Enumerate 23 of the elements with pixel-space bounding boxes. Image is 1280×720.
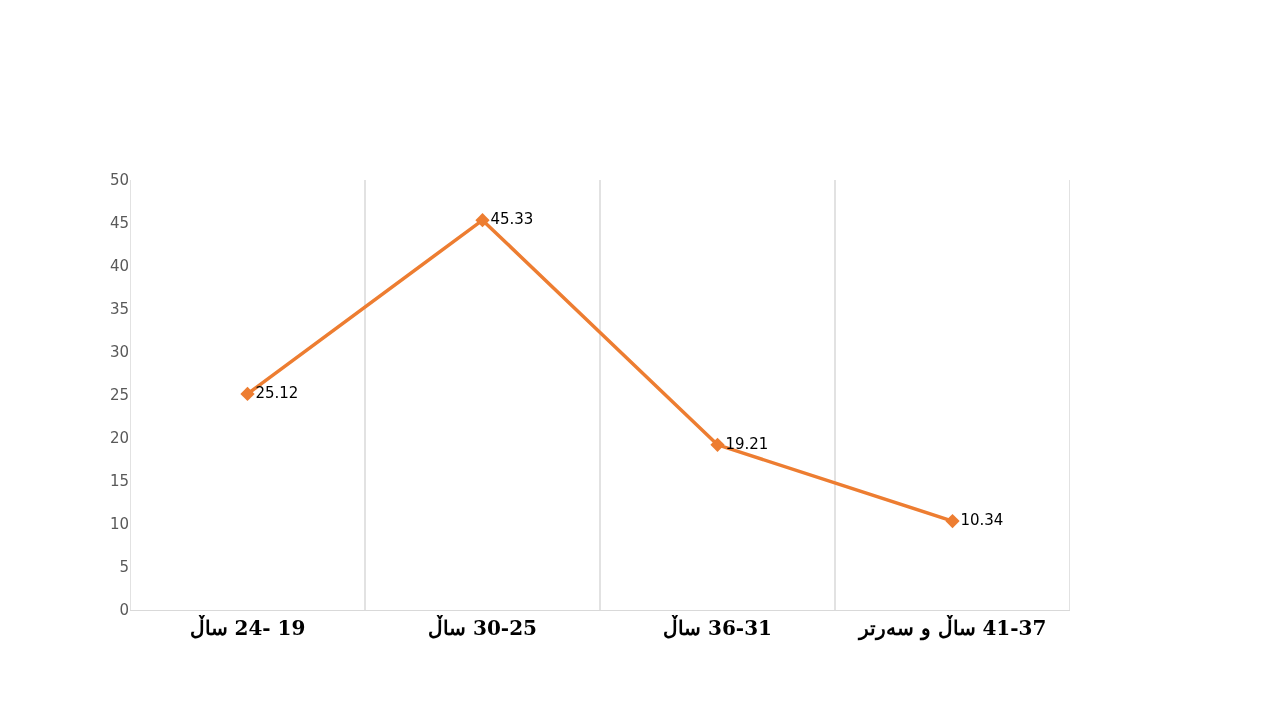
data-label: 45.33 [490, 209, 534, 228]
y-tick-label: 50 [109, 171, 129, 190]
x-tick-label: 19 -24 ساڵ [189, 615, 306, 640]
y-tick-label: 5 [119, 558, 129, 577]
x-tick-label: 41-37 ساڵ و سەرتر [856, 615, 1047, 641]
point [240, 386, 255, 402]
y-tick-label: 10 [109, 515, 129, 534]
x-tick-label: 36-31 ساڵ [663, 615, 772, 640]
y-tick-label: 0 [119, 601, 129, 620]
data-label: 25.12 [255, 383, 299, 402]
y-tick-label: 15 [109, 472, 129, 491]
data-label: 10.34 [960, 510, 1004, 529]
y-tick-label: 30 [109, 343, 129, 362]
data-label: 19.21 [725, 434, 769, 453]
y-tick-label: 20 [109, 429, 129, 448]
point [945, 513, 960, 529]
y-tick-label: 40 [109, 257, 129, 276]
point [475, 213, 490, 228]
y-tick-label: 25 [109, 386, 129, 405]
y-tick-label: 45 [109, 214, 129, 233]
point [710, 437, 725, 452]
x-tick-label: 30-25 ساڵ [428, 615, 537, 640]
y-tick-label: 35 [109, 300, 129, 319]
